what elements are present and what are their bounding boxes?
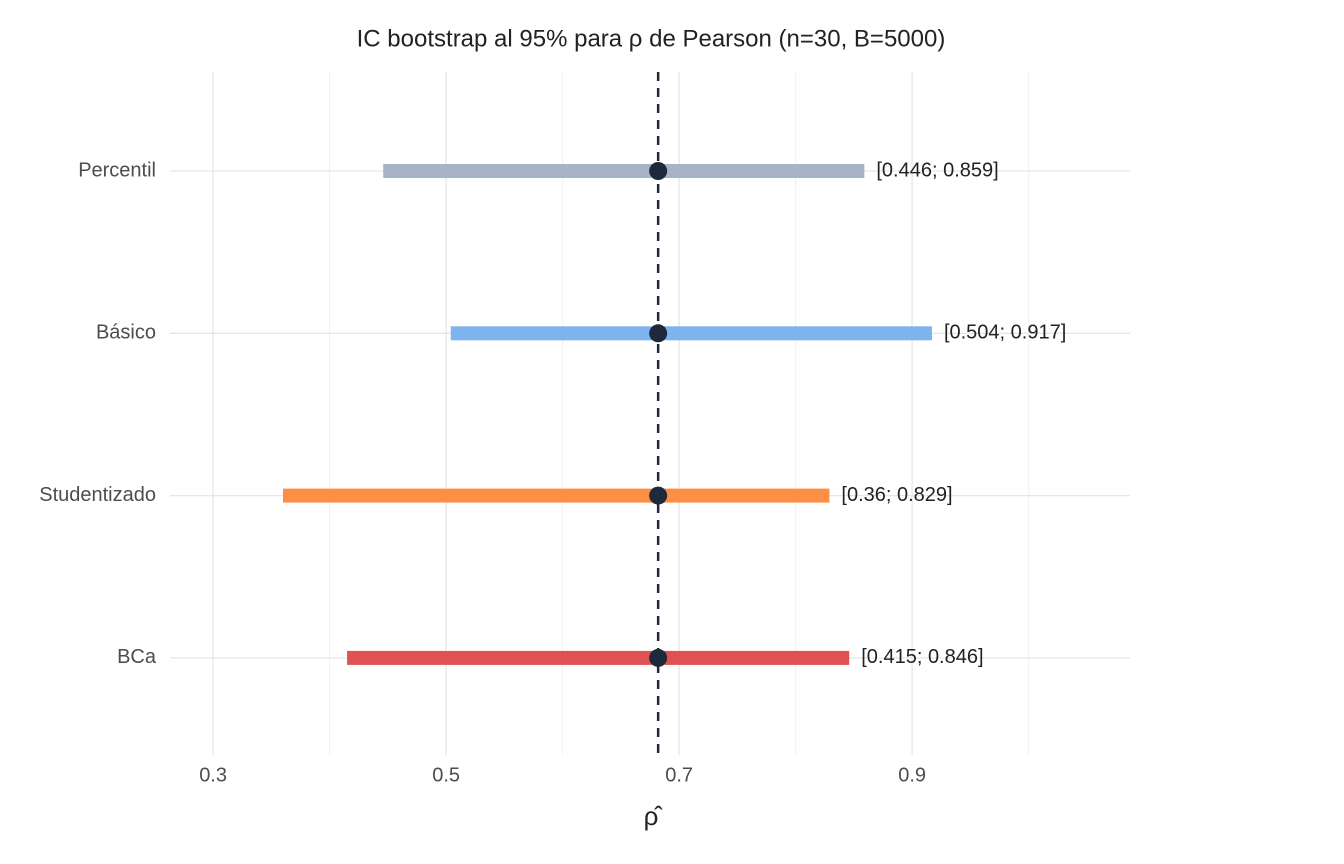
estimate-point [649,486,668,505]
x-tick-label: 0.7 [665,764,693,786]
interval-bar [450,326,932,341]
y-tick-label: Percentil [78,159,156,181]
estimate-point [649,648,668,667]
chart-title: IC bootstrap al 95% para ρ de Pearson (n… [357,25,946,52]
x-tick-label: 0.3 [199,764,227,786]
y-tick-label: Básico [96,322,156,344]
value-label: [0.504; 0.917] [944,322,1066,344]
interval-bar [283,488,830,503]
value-label: [0.36; 0.829] [841,484,952,506]
estimate-point [649,162,668,180]
value-label: [0.446; 0.859] [876,159,998,181]
y-tick-label: Studentizado [39,484,156,506]
interval-bar [347,650,850,665]
interval-bar [383,164,865,178]
y-tick-label: BCa [117,646,157,668]
x-tick-label: 0.5 [432,764,460,786]
x-tick-label: 0.9 [898,764,926,786]
x-axis-label: ρ̂ [644,801,664,831]
value-label: [0.415; 0.846] [861,646,983,668]
estimate-point [649,324,668,343]
